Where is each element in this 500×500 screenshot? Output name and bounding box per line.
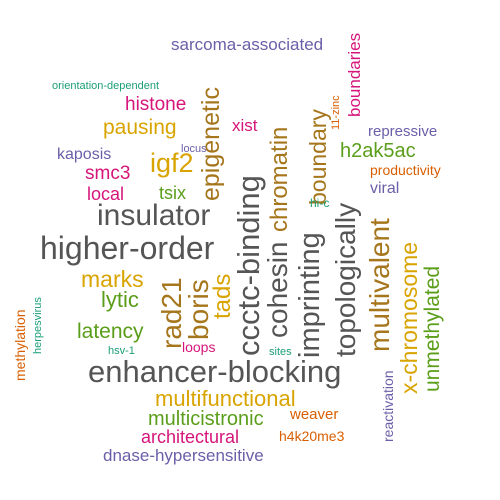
word-unmethylated: unmethylated xyxy=(421,265,444,392)
word-tsix: tsix xyxy=(159,183,186,203)
word-boundaries: boundaries xyxy=(345,32,364,117)
word-marks: marks xyxy=(81,266,144,292)
word-insulator: insulator xyxy=(97,199,211,232)
word-x-chromosome: x-chromosome xyxy=(396,241,422,394)
word-11-zinc: 11-zinc xyxy=(330,95,342,130)
word-pausing: pausing xyxy=(103,116,177,139)
word-lytic: lytic xyxy=(101,287,139,312)
word-sarcoma-associated: sarcoma-associated xyxy=(171,35,324,54)
word-chromatin: chromatin xyxy=(266,126,293,232)
word-topologically: topologically xyxy=(330,202,361,357)
word-sites: sites xyxy=(269,346,292,358)
word-multivalent: multivalent xyxy=(364,218,395,352)
word-locus: locus xyxy=(181,143,207,155)
word-dnase-hypersensitive: dnase-hypersensitive xyxy=(103,446,264,465)
word-weaver: weaver xyxy=(290,406,339,423)
word-ccctc-binding: ccctc-binding xyxy=(231,175,266,356)
word-histone: histone xyxy=(125,94,187,115)
word-loops: loops xyxy=(182,339,216,355)
word-multicistronic: multicistronic xyxy=(148,408,264,430)
word-repressive: repressive xyxy=(368,123,438,140)
word-local: local xyxy=(87,184,125,204)
word-h4k20me3: h4k20me3 xyxy=(279,428,345,444)
word-latency: latency xyxy=(77,320,144,343)
word-igf2: igf2 xyxy=(150,148,194,178)
word-hsv-1: hsv-1 xyxy=(108,345,135,357)
word-kaposis: kaposis xyxy=(57,146,112,163)
word-reactivation: reactivation xyxy=(380,370,396,442)
word-orientation-dependent: orientation-dependent xyxy=(52,80,160,92)
word-tads: tads xyxy=(209,273,236,319)
word-h2ak5ac: h2ak5ac xyxy=(340,140,416,162)
word-imprinting: imprinting xyxy=(294,232,326,358)
word-methylation: methylation xyxy=(12,309,28,381)
word-viral: viral xyxy=(370,180,400,197)
word-smc3: smc3 xyxy=(85,163,131,184)
word-cohesin: cohesin xyxy=(262,241,293,338)
word-hi-c: hi-c xyxy=(310,196,330,210)
word-multifunctional: multifunctional xyxy=(155,386,296,411)
word-xist: xist xyxy=(232,116,258,135)
word-architectural: architectural xyxy=(141,427,240,447)
word-higher-order: higher-order xyxy=(40,230,215,266)
word-herpesvirus: herpesvirus xyxy=(32,297,44,354)
word-productivity: productivity xyxy=(370,162,441,178)
word-enhancer-blocking: enhancer-blocking xyxy=(88,354,342,389)
word-boundary: boundary xyxy=(305,109,331,205)
